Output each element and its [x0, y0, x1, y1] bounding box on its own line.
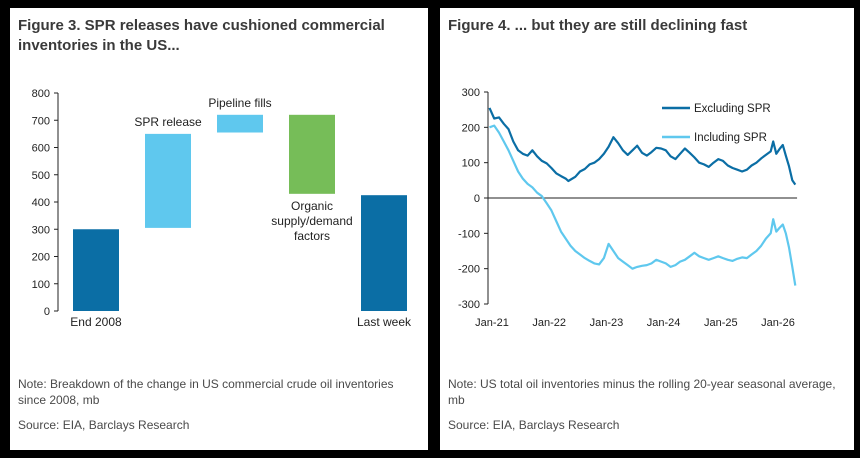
figure-4-note-line-1: Note: US total oil inventories minus the…: [448, 377, 836, 391]
x-tick-label: Jan-22: [532, 317, 566, 329]
y-tick-label: 0: [44, 306, 50, 318]
figure-4-title: Figure 4. ... but they are still declini…: [448, 17, 748, 34]
y-tick-label: 800: [32, 88, 50, 100]
y-tick-label: 0: [474, 193, 480, 205]
category-label: factors: [294, 229, 330, 243]
y-tick-label: 200: [32, 252, 50, 264]
figure-3-note-line-2: since 2008, mb: [18, 393, 100, 407]
x-tick-label: Jan-24: [647, 317, 681, 329]
figure-4-panel: Figure 4. ... but they are still declini…: [440, 8, 854, 450]
figure-4-note: Note: US total oil inventories minus the…: [448, 376, 853, 408]
category-label: End 2008: [70, 315, 122, 329]
y-tick-label: 500: [32, 170, 50, 182]
figure-3-panel: Figure 3. SPR releases have cushioned co…: [10, 8, 428, 450]
figure-3-title: Figure 3. SPR releases have cushioned co…: [18, 16, 418, 56]
series-line: [489, 124, 797, 286]
figure-3-note-line-1: Note: Breakdown of the change in US comm…: [18, 377, 394, 391]
line-chart: 300 200 100 0 -100 -200 -300 Jan-21 Jan-22 Jan-23…: [458, 87, 798, 329]
figure-4-note-line-2: mb: [448, 393, 465, 407]
figure-3-title-line-1: Figure 3. SPR releases have cushioned co…: [18, 17, 385, 34]
y-tick-label: 100: [32, 279, 50, 291]
y-tick-label: 300: [462, 87, 480, 99]
y-tick-label: -100: [458, 228, 480, 240]
y-tick-label: 400: [32, 197, 50, 209]
category-label: supply/demand: [271, 214, 352, 228]
y-tick-label: 100: [462, 158, 480, 170]
x-tick-label: Jan-21: [475, 317, 509, 329]
category-label: Organic: [291, 199, 333, 213]
figure-4-source: Source: EIA, Barclays Research: [448, 418, 620, 432]
figure-3-title-line-2: inventories in the US...: [18, 37, 180, 54]
bar: [73, 229, 119, 311]
category-label: SPR release: [134, 115, 202, 129]
bar: [145, 133, 191, 228]
y-tick-label: 300: [32, 224, 50, 236]
y-tick-label: -200: [458, 264, 480, 276]
figure-3-source: Source: EIA, Barclays Research: [18, 418, 190, 432]
x-tick-label: Jan-23: [590, 317, 624, 329]
y-tick-label: 700: [32, 115, 50, 127]
bar: [217, 114, 263, 133]
category-label: Pipeline fills: [208, 96, 271, 110]
legend-label: Excluding SPR: [694, 103, 771, 115]
series-line: [488, 107, 797, 186]
x-tick-label: Jan-25: [704, 317, 738, 329]
bar: [361, 195, 407, 311]
category-label: Last week: [357, 315, 412, 329]
x-tick-label: Jan-26: [761, 317, 795, 329]
y-tick-label: 600: [32, 143, 50, 155]
waterfall-chart: 0 100 200 300 400 500 600 700 800 End 2008 SPR rel…: [32, 88, 412, 329]
legend-label: Including SPR: [694, 132, 767, 144]
bar: [289, 114, 335, 194]
y-tick-label: 200: [462, 122, 480, 134]
y-tick-label: -300: [458, 299, 480, 311]
figure-3-note: Note: Breakdown of the change in US comm…: [18, 376, 423, 408]
